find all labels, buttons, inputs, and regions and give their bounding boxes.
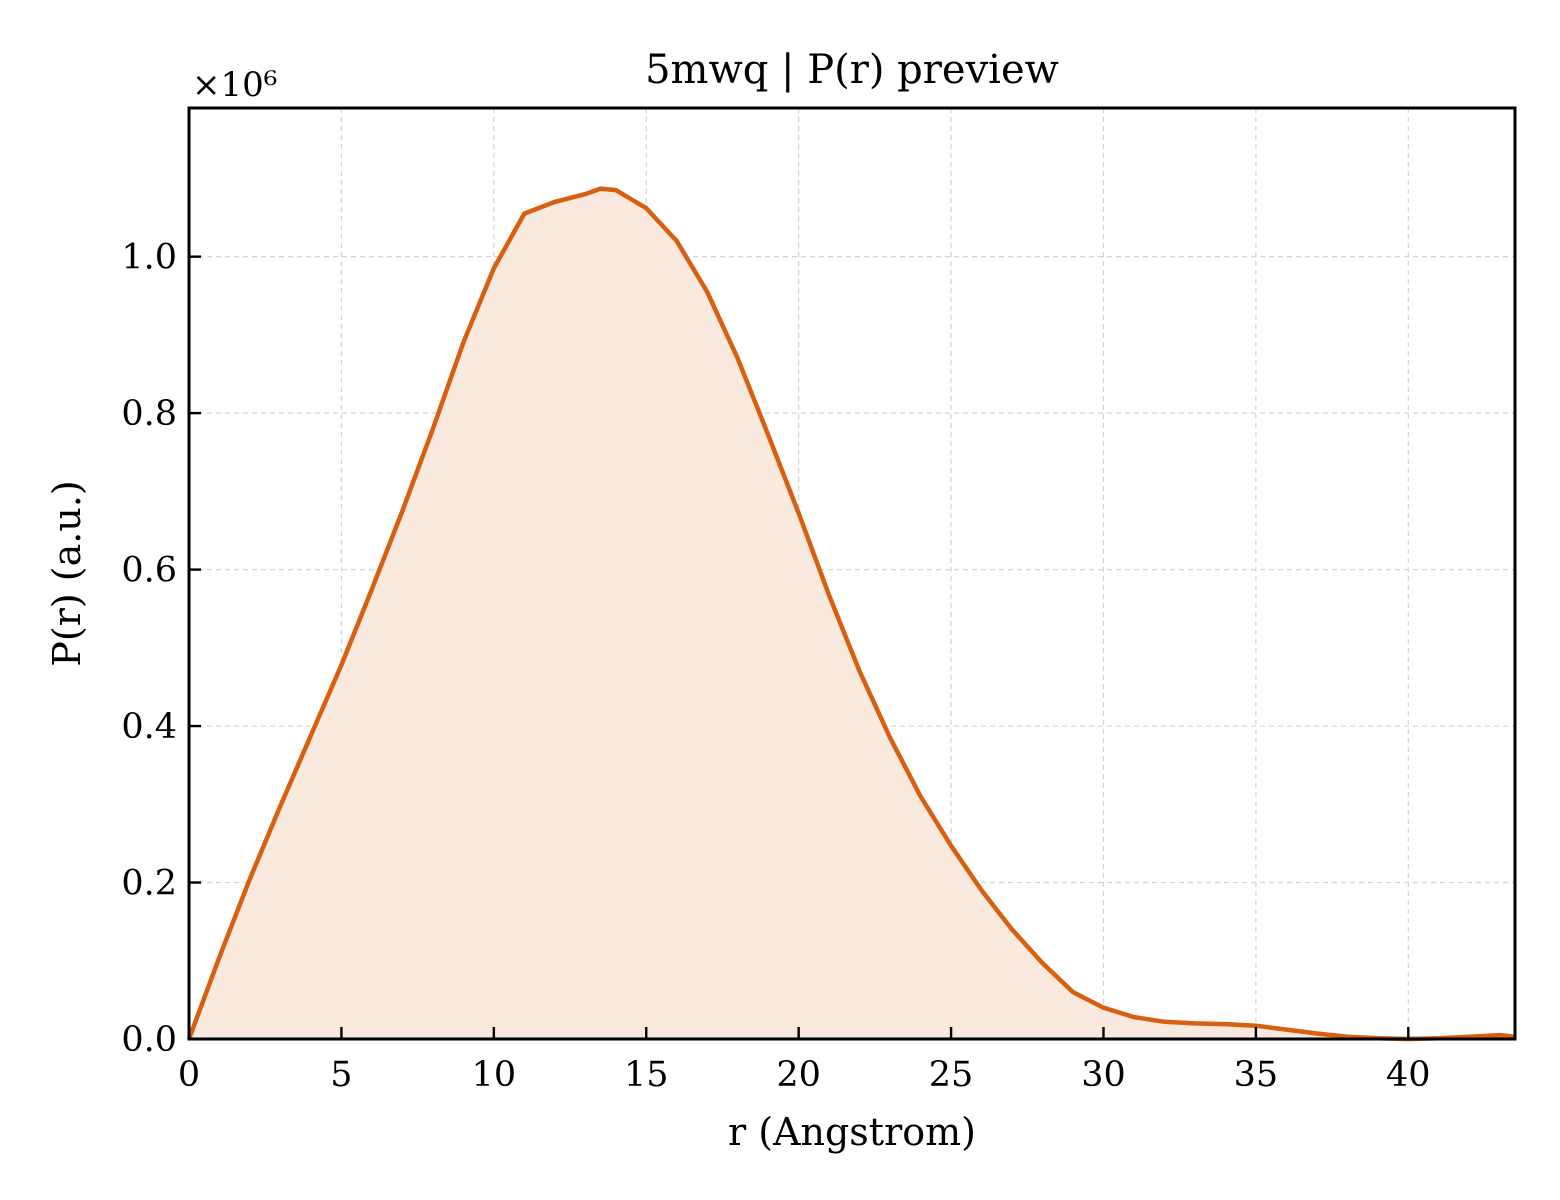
x-axis-title: r (Angstrom) (728, 1110, 976, 1154)
series-line (186, 186, 1516, 1042)
y-tick-labels: 0.0 0.2 0.4 0.6 0.8 1.0 (121, 238, 177, 1060)
x-tick-label: 25 (929, 1055, 974, 1095)
x-tick-labels: 0 5 10 15 20 25 30 35 40 (178, 1055, 1431, 1095)
y-tick-label: 0.2 (121, 864, 177, 904)
x-tick-label: 35 (1234, 1055, 1279, 1095)
x-tick-label: 20 (776, 1055, 821, 1095)
plot-frame (187, 106, 1517, 1041)
x-tick-label: 30 (1081, 1055, 1126, 1095)
y-tick-label: 1.0 (121, 238, 177, 278)
y-tick-label: 0.8 (121, 394, 177, 434)
chart-title: 5mwq | P(r) preview (645, 47, 1059, 93)
y-tick-label: 0.6 (121, 551, 177, 591)
x-tick-label: 15 (624, 1055, 669, 1095)
y-axis-title: P(r) (a.u.) (45, 480, 89, 666)
y-tick-label: 0.0 (121, 1020, 177, 1060)
series-area-fill (189, 188, 1515, 1040)
x-tick-label: 10 (472, 1055, 517, 1095)
x-tick-label: 40 (1386, 1055, 1431, 1095)
x-tick-label: 0 (178, 1055, 200, 1095)
x-tick-label: 5 (330, 1055, 352, 1095)
y-offset-label: ×10⁶ (192, 65, 277, 105)
y-tick-label: 0.4 (121, 707, 177, 747)
